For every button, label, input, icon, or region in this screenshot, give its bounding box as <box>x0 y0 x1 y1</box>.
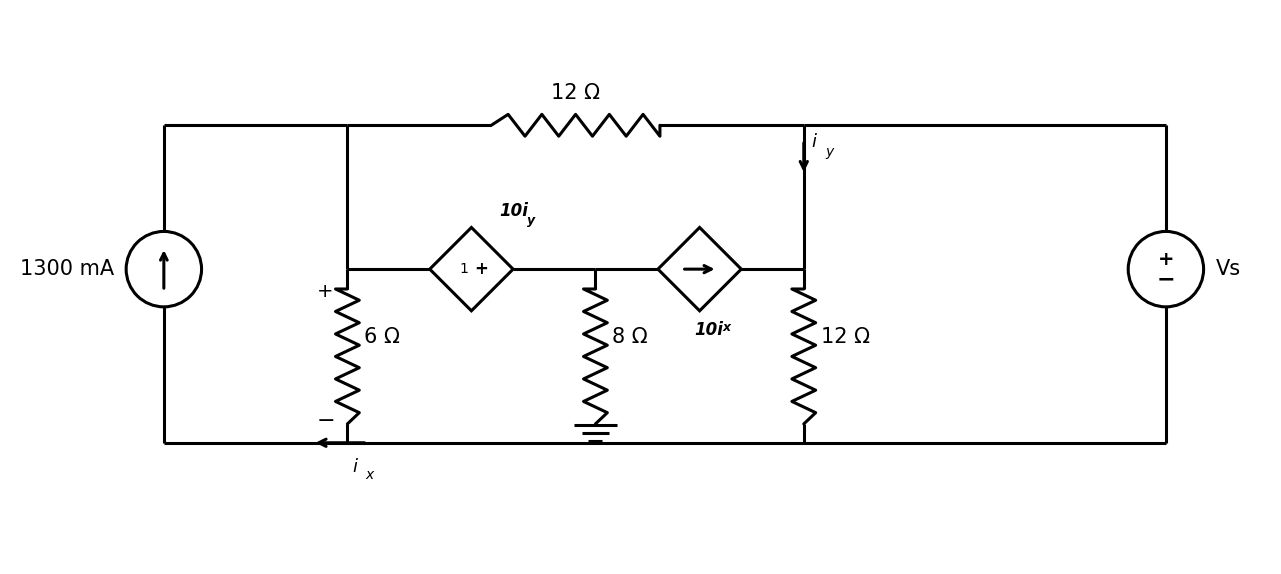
Text: −: − <box>1157 269 1175 289</box>
Text: 12 Ω: 12 Ω <box>821 327 870 347</box>
Text: +: + <box>1158 250 1175 269</box>
Text: 12 Ω: 12 Ω <box>551 83 600 103</box>
Text: −: − <box>316 411 334 431</box>
Text: x: x <box>722 321 730 333</box>
Text: 1300 mA: 1300 mA <box>20 259 114 279</box>
Text: 8 Ω: 8 Ω <box>612 327 648 347</box>
Text: y: y <box>526 215 535 227</box>
Text: Vs: Vs <box>1216 259 1240 279</box>
Text: y: y <box>826 145 834 159</box>
Text: 1: 1 <box>459 262 468 276</box>
Text: 10i: 10i <box>500 201 528 219</box>
Text: i: i <box>352 457 357 476</box>
Text: 10i: 10i <box>694 321 724 339</box>
Text: 6 Ω: 6 Ω <box>364 327 400 347</box>
Text: +: + <box>318 282 334 301</box>
Text: +: + <box>474 260 488 278</box>
Text: x: x <box>365 468 374 482</box>
Text: i: i <box>812 133 817 151</box>
